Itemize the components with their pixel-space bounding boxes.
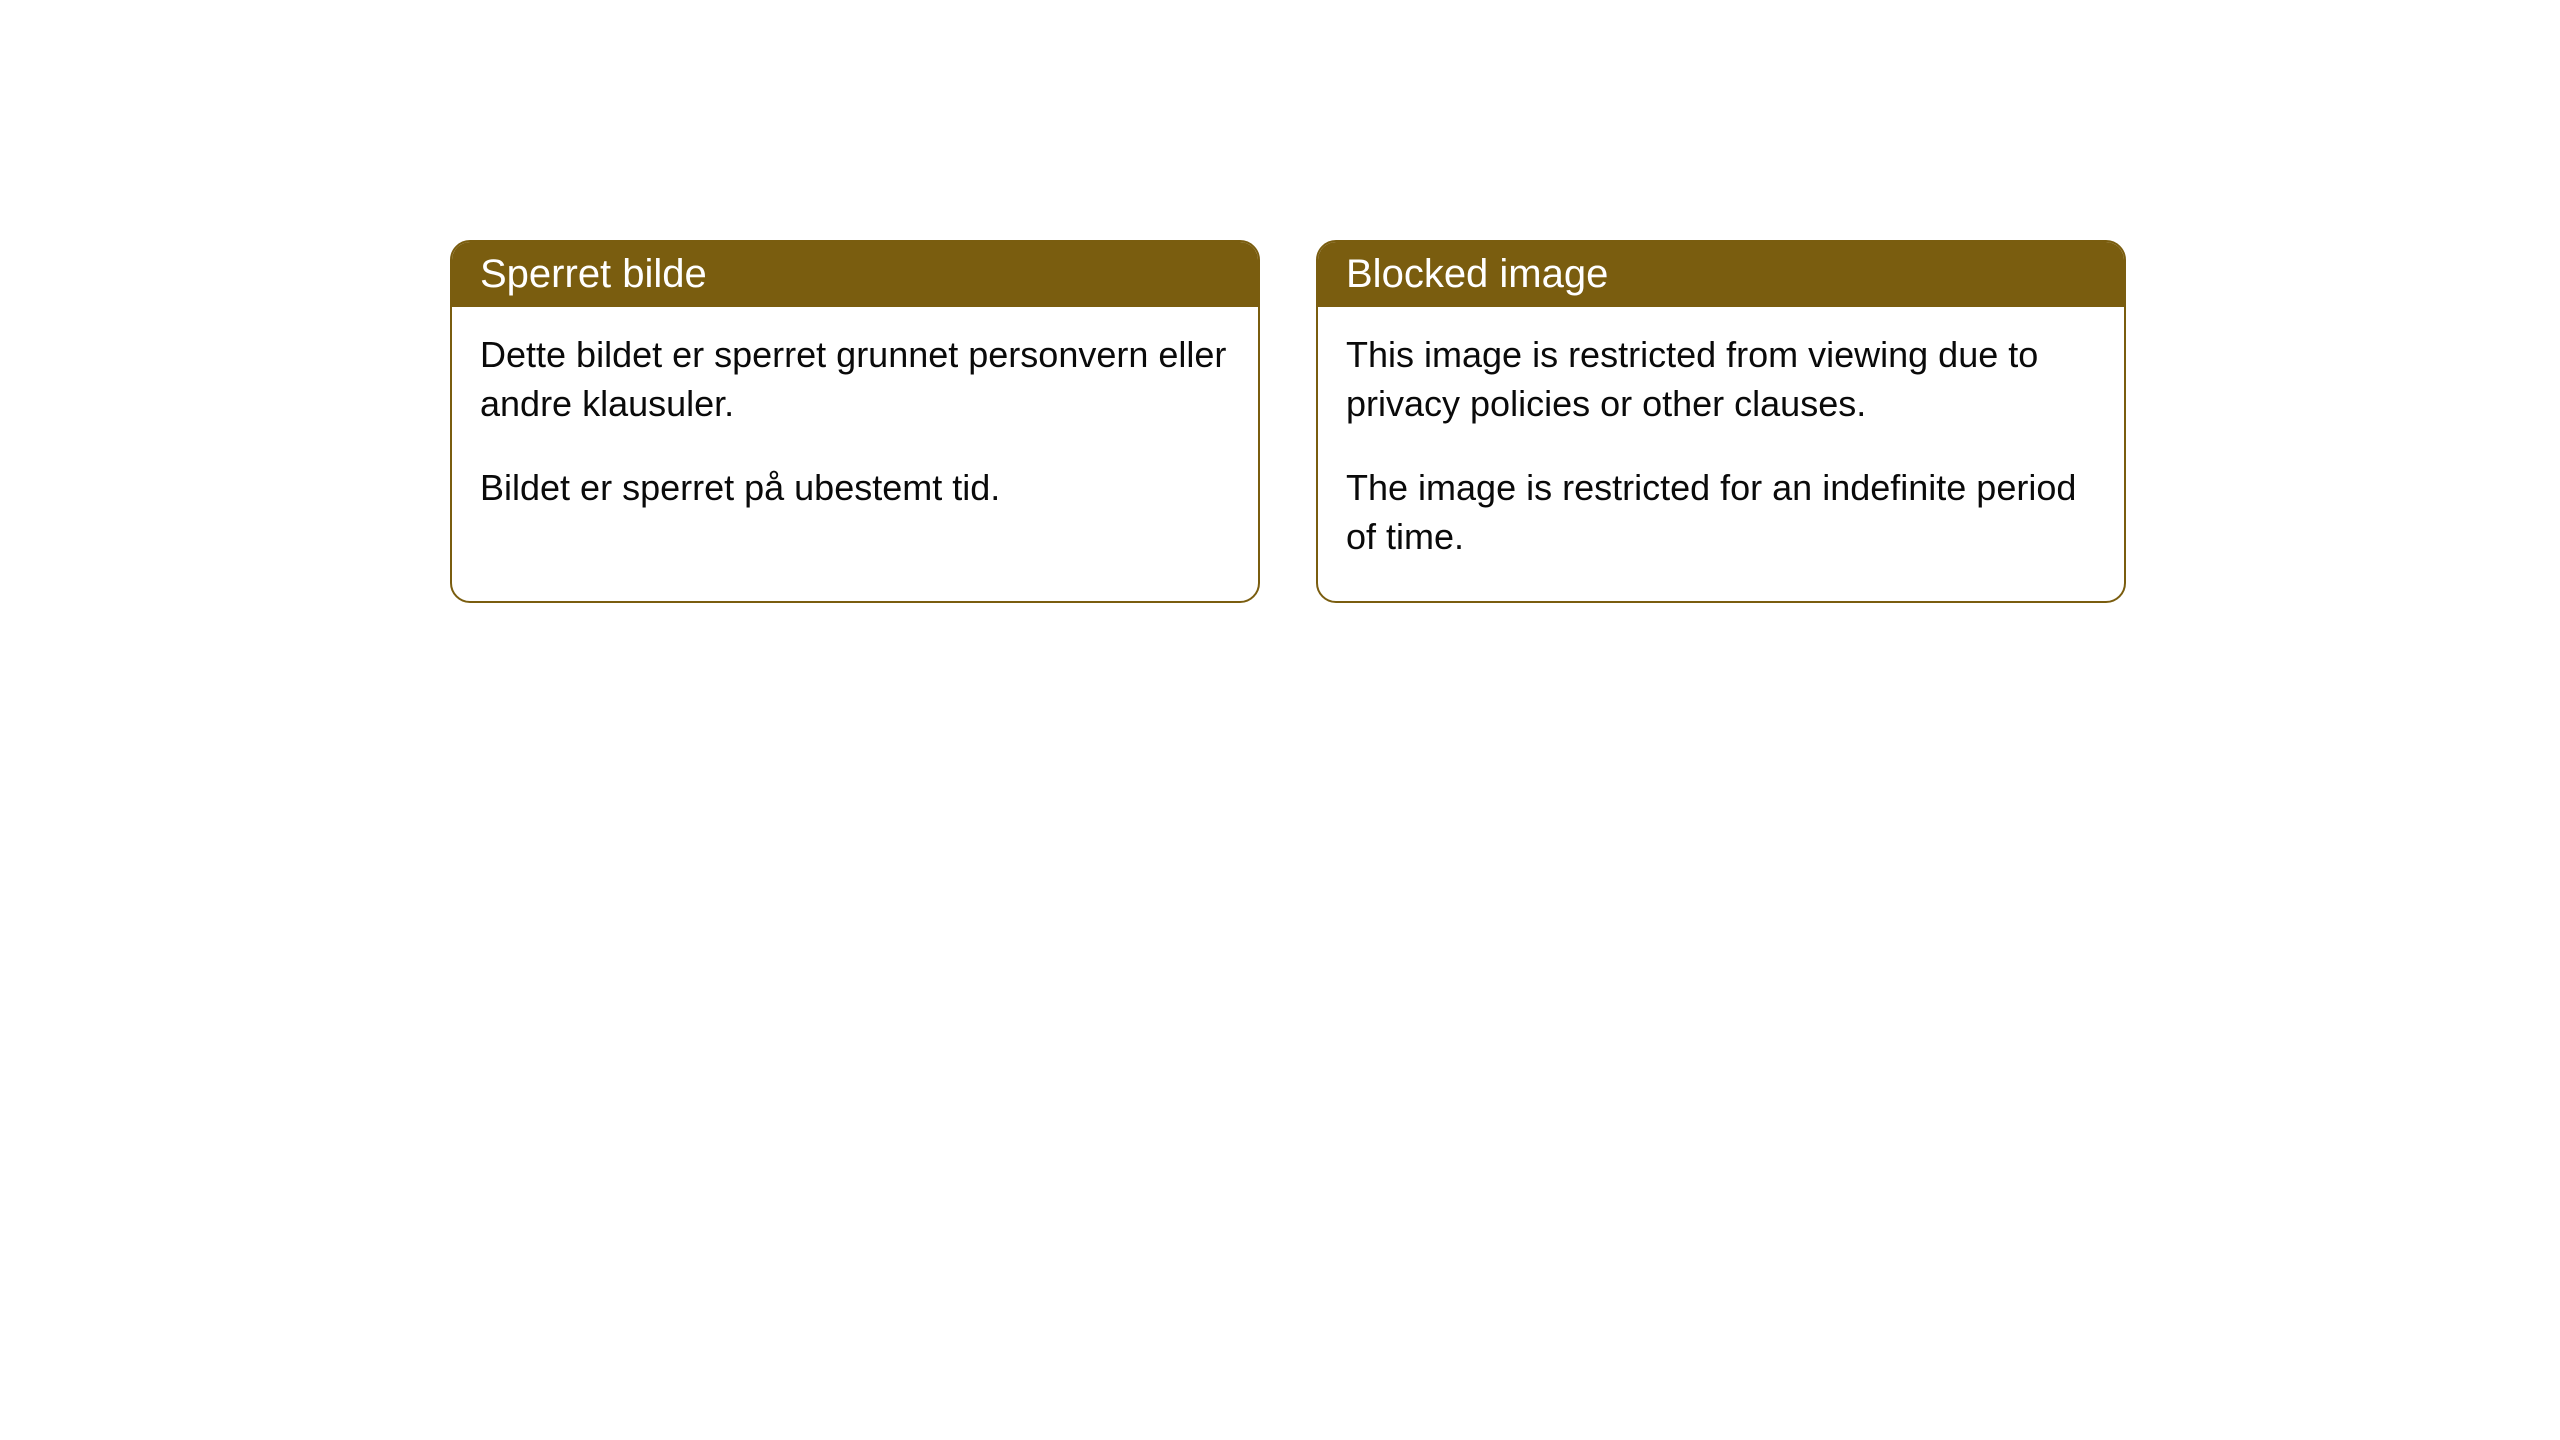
card-title-no: Sperret bilde	[480, 252, 707, 296]
card-body-no: Dette bildet er sperret grunnet personve…	[452, 307, 1258, 553]
card-header-en: Blocked image	[1318, 242, 2124, 307]
blocked-image-card-no: Sperret bilde Dette bildet er sperret gr…	[450, 240, 1260, 603]
blocked-image-card-en: Blocked image This image is restricted f…	[1316, 240, 2126, 603]
card-paragraph-2-no: Bildet er sperret på ubestemt tid.	[480, 464, 1230, 513]
card-paragraph-2-en: The image is restricted for an indefinit…	[1346, 464, 2096, 561]
card-paragraph-1-en: This image is restricted from viewing du…	[1346, 331, 2096, 428]
cards-container: Sperret bilde Dette bildet er sperret gr…	[450, 240, 2126, 603]
card-title-en: Blocked image	[1346, 252, 1608, 296]
card-body-en: This image is restricted from viewing du…	[1318, 307, 2124, 601]
card-paragraph-1-no: Dette bildet er sperret grunnet personve…	[480, 331, 1230, 428]
card-header-no: Sperret bilde	[452, 242, 1258, 307]
